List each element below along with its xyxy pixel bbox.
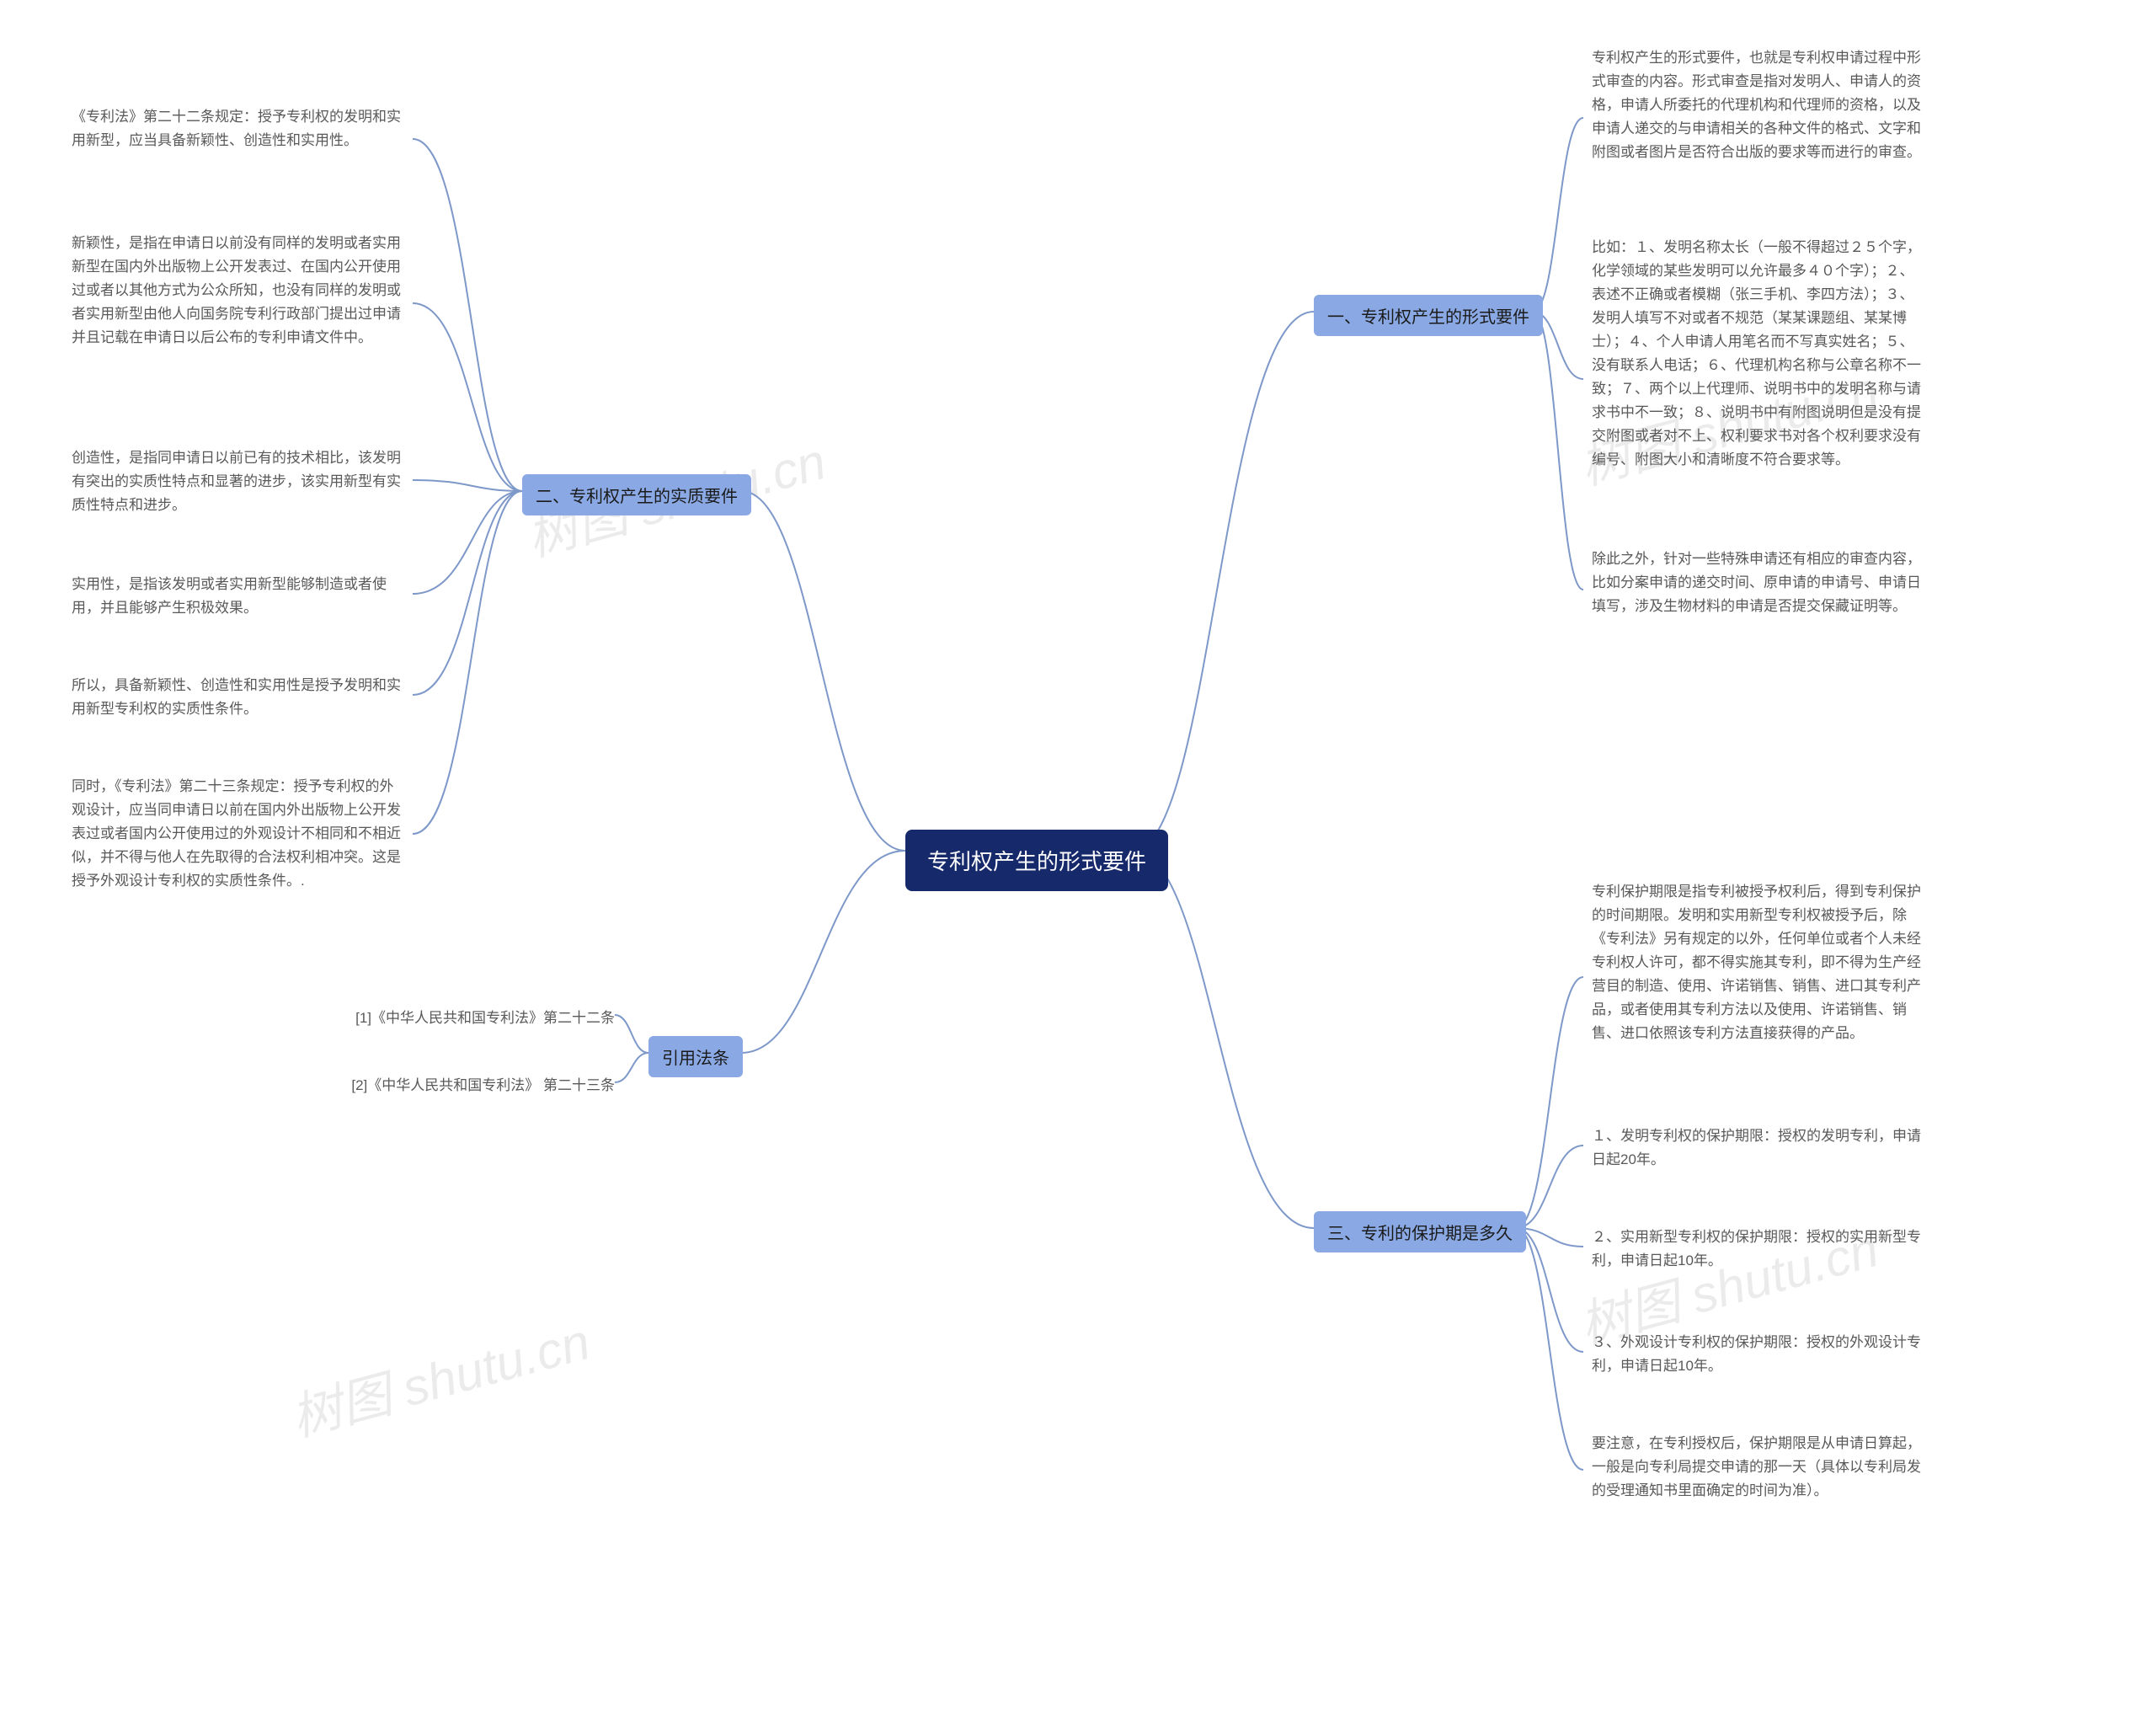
leaf-node: 同时，《专利法》第二十三条规定：授予专利权的外观设计，应当同申请日以前在国内外出… (72, 775, 404, 893)
leaf-node: 专利保护期限是指专利被授予权利后，得到专利保护的时间期限。发明和实用新型专利权被… (1592, 880, 1924, 1045)
branch-node-protection-period: 三、专利的保护期是多久 (1314, 1211, 1526, 1252)
watermark: 树图 shutu.cn (282, 1300, 597, 1450)
leaf-node: ３、外观设计专利权的保护期限：授权的外观设计专利，申请日起10年。 (1592, 1331, 1924, 1378)
leaf-node: 创造性，是指同申请日以前已有的技术相比，该发明有突出的实质性特点和显著的进步，该… (72, 446, 404, 517)
leaf-node: ２、实用新型专利权的保护期限：授权的实用新型专利，申请日起10年。 (1592, 1226, 1924, 1273)
leaf-node: 比如：１、发明名称太长（一般不得超过２５个字，化学领域的某些发明可以允许最多４０… (1592, 236, 1924, 472)
leaf-node: 专利权产生的形式要件，也就是专利权申请过程中形式审查的内容。形式审查是指对发明人… (1592, 46, 1924, 164)
leaf-node: 所以，具备新颖性、创造性和实用性是授予发明和实用新型专利权的实质性条件。 (72, 674, 404, 721)
leaf-node: 《专利法》第二十二条规定：授予专利权的发明和实用新型，应当具备新颖性、创造性和实… (72, 105, 404, 152)
leaf-node: 新颖性，是指在申请日以前没有同样的发明或者实用新型在国内外出版物上公开发表过、在… (72, 232, 404, 350)
leaf-node: １、发明专利权的保护期限：授权的发明专利，申请日起20年。 (1592, 1124, 1924, 1172)
branch-node-form-requirements: 一、专利权产生的形式要件 (1314, 295, 1543, 336)
leaf-node: 实用性，是指该发明或者实用新型能够制造或者使用，并且能够产生积极效果。 (72, 573, 404, 620)
leaf-node: [1]《中华人民共和国专利法》第二十二条 (286, 1007, 615, 1030)
root-node: 专利权产生的形式要件 (905, 830, 1168, 891)
leaf-node: 要注意，在专利授权后，保护期限是从申请日算起，一般是向专利局提交申请的那一天（具… (1592, 1432, 1924, 1503)
leaf-node: [2]《中华人民共和国专利法》 第二十三条 (286, 1074, 615, 1097)
leaf-node: 除此之外，针对一些特殊申请还有相应的审查内容，比如分案申请的递交时间、原申请的申… (1592, 547, 1924, 618)
branch-node-citations: 引用法条 (648, 1036, 743, 1077)
branch-node-substantive-requirements: 二、专利权产生的实质要件 (522, 474, 751, 515)
